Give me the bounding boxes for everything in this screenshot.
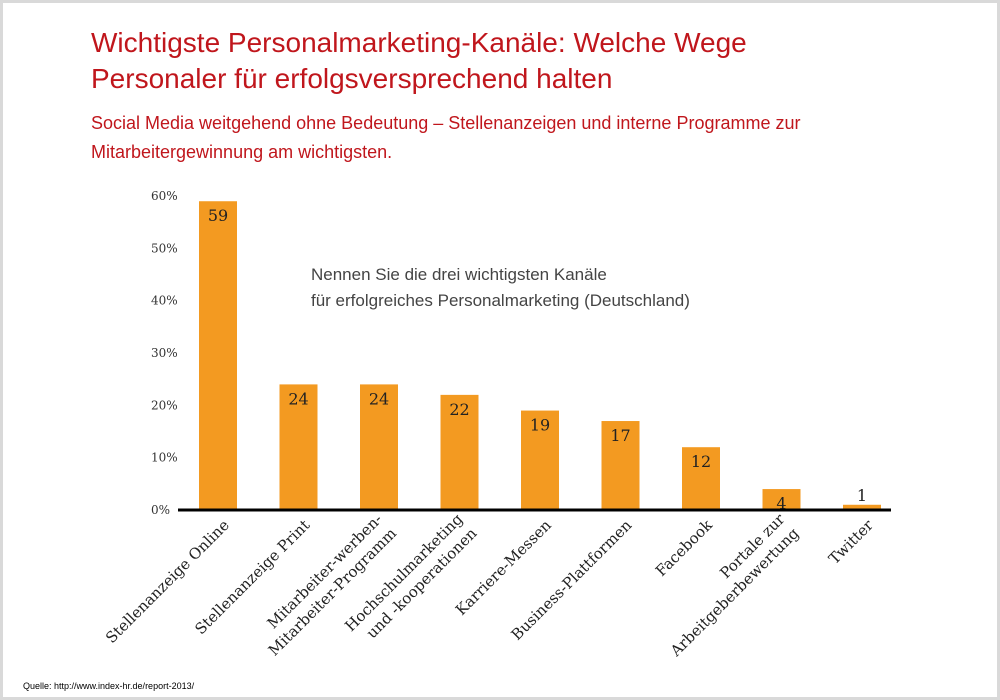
chart-annotation: für erfolgreiches Personalmarketing (Deu… [311, 291, 690, 310]
subtitle-line-2: Mitarbeitergewinnung am wichtigsten. [91, 142, 393, 162]
x-tick-label: Portale zurArbeitgeberbewertung [652, 510, 803, 661]
y-tick-label: 20% [151, 398, 178, 412]
data-label: 19 [530, 416, 550, 435]
data-label: 24 [369, 389, 389, 408]
x-tick-label-line: Facebook [652, 515, 717, 580]
data-label: 59 [208, 206, 228, 225]
y-tick-label: 50% [151, 241, 178, 255]
title-line-2: Personaler für erfolgsversprechend halte… [91, 63, 613, 94]
data-label: 17 [610, 426, 630, 445]
data-label: 4 [776, 494, 786, 513]
x-tick-label: Facebook [652, 515, 717, 580]
title-line-1: Wichtigste Personalmarketing-Kanäle: Wel… [91, 27, 747, 58]
bar [682, 447, 720, 510]
chart-subtitle: Social Media weitgehend ohne Bedeutung –… [91, 109, 971, 167]
bar [762, 489, 801, 510]
bar [521, 410, 559, 510]
y-tick-label: 10% [151, 451, 178, 465]
chart-title: Wichtigste Personalmarketing-Kanäle: Wel… [91, 25, 971, 97]
source-note: Quelle: http://www.index-hr.de/report-20… [23, 681, 195, 691]
y-tick-label: 0% [151, 503, 170, 517]
bar [601, 421, 640, 510]
x-tick-label-line: Twitter [825, 516, 877, 568]
y-tick-label: 40% [151, 294, 178, 308]
data-label: 24 [288, 389, 308, 408]
y-tick-label: 30% [151, 346, 178, 360]
y-tick-label: 60% [151, 189, 178, 203]
bar [360, 384, 398, 510]
data-label: 22 [449, 400, 469, 419]
x-tick-label: Twitter [825, 516, 877, 568]
subtitle-line-1: Social Media weitgehend ohne Bedeutung –… [91, 113, 801, 133]
bar [199, 201, 237, 510]
data-label: 1 [857, 486, 867, 505]
data-label: 12 [691, 452, 711, 471]
chart-annotation: Nennen Sie die drei wichtigsten Kanäle [311, 265, 607, 284]
bar [843, 504, 881, 510]
bar [440, 394, 479, 510]
bar [279, 384, 318, 510]
